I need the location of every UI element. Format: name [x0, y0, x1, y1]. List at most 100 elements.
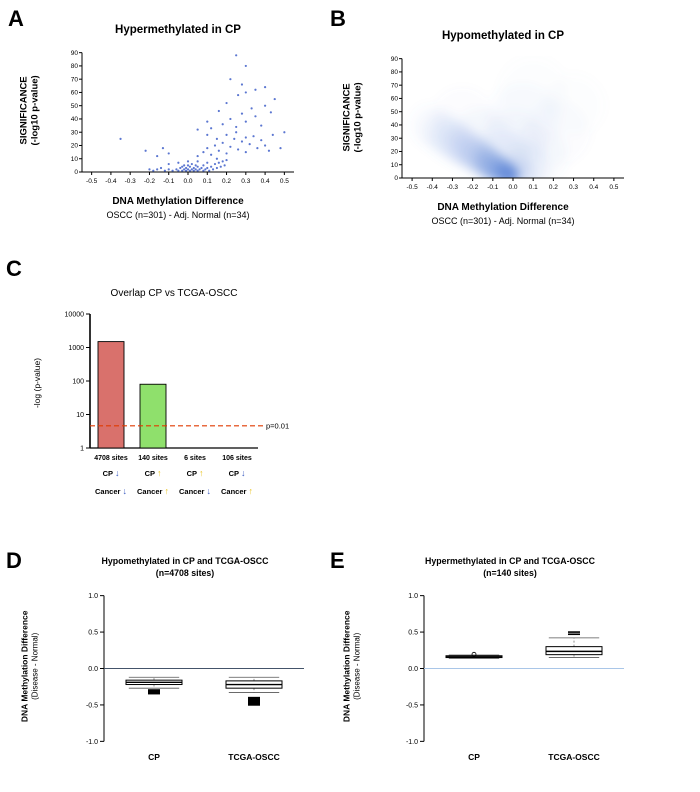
scatter-point — [184, 169, 188, 172]
scatter-point — [217, 149, 220, 152]
arrow-up-icon: ↑ — [249, 486, 254, 496]
x-tick-label: 0.5 — [609, 184, 618, 191]
scatter-point — [225, 133, 228, 136]
scatter-point — [263, 104, 267, 107]
scatter-point — [177, 169, 180, 172]
y-tick-label: 40 — [71, 116, 79, 123]
y-tick-label: 1.0 — [408, 593, 418, 600]
group-label: Cancer ↑ — [137, 486, 169, 496]
scatter-point — [167, 152, 170, 155]
bar — [97, 341, 125, 449]
overlap-bar-chart: 1 10 100 1000 10000 p=0.01 4708 sites 140 sites… — [65, 311, 290, 496]
y-tick-label: 20 — [391, 149, 399, 156]
panel-a-y-label-line1: SIGNIFICANCE — [18, 76, 30, 145]
y-tick-label: -1.0 — [406, 739, 418, 746]
x-tick-label: -0.4 — [105, 178, 117, 185]
bar-category-label: 140 sites — [138, 455, 168, 462]
scatter-point — [244, 136, 247, 139]
volcano-plot-hypomethylated: 0 10 20 30 40 50 60 70 80 90 -0.5 -0.4 -0.3 -0.2 -0.1 0… — [391, 56, 624, 191]
x-tick-label: -0.1 — [163, 178, 175, 185]
scatter-point — [206, 166, 209, 170]
scatter-point — [237, 93, 240, 97]
x-tick-label: 0.1 — [529, 184, 538, 191]
scatter-point — [196, 169, 199, 172]
group-label: CP ↑ — [145, 468, 162, 478]
scatter-point — [240, 112, 244, 115]
scatter-point — [202, 151, 205, 154]
y-tick-label: 30 — [391, 135, 399, 142]
scatter-point — [171, 169, 174, 172]
x-tick-label: 0.0 — [183, 178, 192, 185]
scatter-point — [119, 137, 122, 140]
scatter-point — [225, 158, 228, 162]
scatter-point — [177, 161, 180, 164]
scatter-point — [179, 166, 182, 170]
scatter-point — [194, 164, 197, 167]
panel-a-x-axis-label: DNA Methylation Difference — [112, 196, 244, 207]
y-tick-label: 10 — [391, 162, 399, 169]
scatter-point — [194, 168, 197, 171]
scatter-point — [188, 165, 192, 168]
panel-a-x-axis-sublabel: OSCC (n=301) - Adj. Normal (n=34) — [106, 210, 250, 220]
scatter-point — [196, 165, 199, 168]
x-tick-label: -0.1 — [487, 184, 499, 191]
scatter-point — [221, 123, 224, 126]
scatter-point — [206, 133, 209, 136]
scatter-point — [213, 144, 217, 147]
threshold-label: p=0.01 — [266, 421, 289, 430]
panel-a-y-axis-label: SIGNIFICANCE (-log10 p-value) — [19, 30, 42, 190]
scatter-point — [244, 151, 247, 154]
y-tick-label: 1.0 — [88, 593, 98, 600]
x-tick-label: 0.5 — [280, 178, 289, 185]
scatter-point — [192, 169, 195, 172]
panel-b-y-label-line1: SIGNIFICANCE — [341, 83, 353, 152]
scatter-point — [269, 111, 272, 114]
panel-e-title-line1: Hypermethylated in CP and TCGA-OSCC — [425, 556, 595, 566]
scatter-point — [156, 168, 159, 171]
scatter-point — [250, 107, 253, 110]
scatter-point — [215, 166, 219, 170]
panel-a-title: Hypermethylated in CP — [115, 24, 241, 36]
y-tick-label: 10000 — [65, 311, 85, 318]
y-tick-label: 90 — [391, 56, 399, 63]
boxplot-hypomethylated: 1.0 0.5 0.0 -0.5 -1.0 CP TCGA-OSCC — [86, 593, 304, 762]
scatter-point — [210, 165, 213, 168]
scatter-point — [161, 147, 165, 150]
x-tick-label: 0.2 — [222, 178, 231, 185]
scatter-point — [152, 169, 155, 172]
scatter-point — [156, 154, 159, 158]
panel-a-y-label-line2: (-log10 p-value) — [30, 75, 41, 146]
scatter-point — [175, 168, 178, 171]
panel-e-title: Hypermethylated in CP and TCGA-OSCC (n=1… — [385, 556, 635, 580]
scatter-point — [183, 168, 186, 171]
scatter-point — [271, 133, 274, 136]
scatter-point — [217, 109, 220, 113]
volcano-plot-hypermethylated: 0 10 20 30 40 50 60 70 80 90 -0.5 -0.4 -0.3 -0.2 -0.1 0… — [71, 50, 294, 185]
scatter-point — [211, 168, 215, 171]
panel-e-y-axis-label: DNA Methylation Difference (Disease - No… — [342, 581, 363, 751]
scatter-point — [196, 128, 199, 131]
density-kernel — [507, 124, 568, 178]
panel-d-title: Hypomethylated in CP and TCGA-OSCC (n=47… — [60, 556, 310, 580]
scatter-point — [144, 149, 147, 152]
scatter-point — [215, 157, 219, 160]
scatter-point — [225, 152, 228, 155]
bar-category-label: 4708 sites — [94, 455, 128, 462]
panel-c-y-label-text: -log (p-value) — [32, 357, 42, 409]
scatter-point — [217, 161, 220, 164]
group-label: CP ↓ — [103, 468, 120, 478]
scatter-point — [184, 166, 188, 170]
y-tick-label: 0 — [74, 169, 78, 176]
y-tick-label: 50 — [391, 109, 399, 116]
scatter-point — [198, 168, 201, 171]
density-kernel — [433, 88, 493, 148]
bar-category-label: 6 sites — [184, 455, 206, 462]
scatter-point — [235, 131, 238, 134]
y-tick-label: 1000 — [68, 345, 84, 352]
x-tick-label: -0.3 — [125, 178, 137, 185]
scatter-point — [244, 64, 247, 68]
scatter-point — [223, 164, 226, 167]
scatter-point — [181, 165, 184, 168]
scatter-point — [221, 141, 224, 144]
